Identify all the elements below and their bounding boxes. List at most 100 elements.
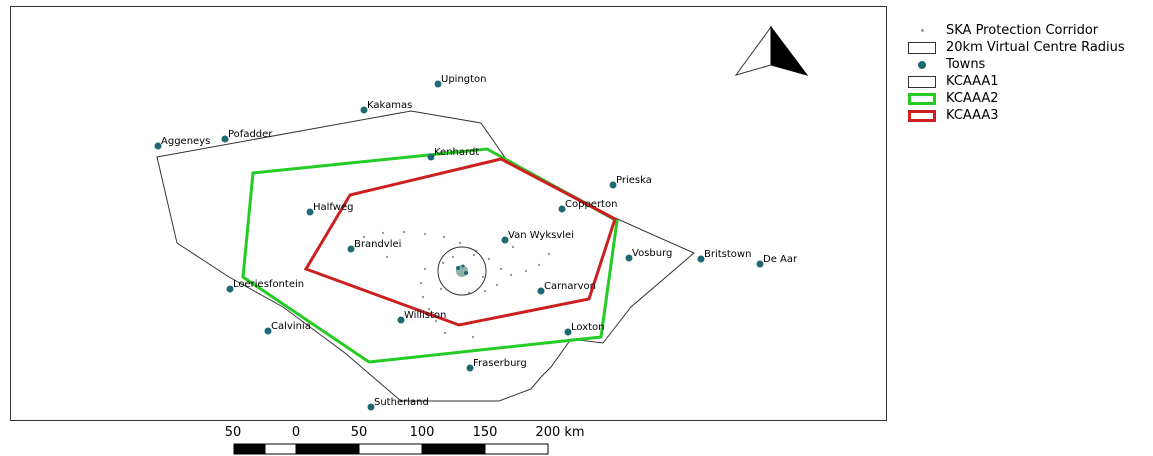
town-marker[interactable]: [756, 260, 764, 268]
map-canvas[interactable]: Upington Kakamas Aggeneys Pofadder Kenhardt P…: [11, 7, 888, 422]
legend-item-kcaaa2: KCAAA2: [905, 90, 1150, 107]
town-marker[interactable]: [466, 364, 474, 372]
scale-segment: [421, 443, 486, 455]
legend-item-virtual-centre-radius: 20km Virtual Centre Radius: [905, 39, 1150, 56]
town-marker[interactable]: [625, 254, 633, 262]
town-label: Loeriesfontein: [233, 279, 304, 290]
scale-segment: [264, 443, 297, 455]
corridor-dot: [472, 253, 476, 257]
corridor-dot: [443, 331, 447, 335]
legend-label: KCAAA2: [946, 91, 999, 106]
corridor-dot: [419, 281, 423, 285]
corridor-dot: [423, 232, 427, 236]
north-arrow-icon: [734, 25, 809, 76]
town-label: Halfweg: [313, 202, 353, 213]
town-label: Aggeneys: [161, 136, 210, 147]
town-marker[interactable]: [154, 142, 162, 150]
legend-swatch-radius: [905, 41, 939, 55]
corridor-dot: [471, 335, 475, 339]
town-label: Brandvlei: [354, 239, 401, 250]
corridor-dot: [434, 319, 438, 323]
town-marker[interactable]: [501, 236, 509, 244]
virtual-centre-core: [456, 264, 468, 277]
town-marker[interactable]: [347, 245, 355, 253]
legend-label: KCAAA1: [946, 74, 999, 89]
map-frame[interactable]: Upington Kakamas Aggeneys Pofadder Kenhardt P…: [10, 6, 887, 421]
town-label: Prieska: [616, 175, 652, 186]
scale-label: 150: [473, 425, 498, 440]
corridor-dot: [442, 235, 446, 239]
town-label: Copperton: [565, 199, 617, 210]
town-marker[interactable]: [367, 403, 375, 411]
towns-layer: Upington Kakamas Aggeneys Pofadder Kenhardt P…: [154, 74, 798, 411]
scale-label: 200 km: [535, 425, 584, 440]
legend-label: 20km Virtual Centre Radius: [946, 40, 1125, 55]
scale-label: 50: [225, 425, 242, 440]
town-label: Sutherland: [374, 397, 429, 408]
corridor-dot: [362, 235, 366, 239]
legend-swatch-kcaaa2: [905, 92, 939, 106]
corridor-dot: [381, 231, 385, 235]
town-label: Calvinia: [271, 321, 311, 332]
corridor-dot: [421, 295, 425, 299]
town-label: Upington: [441, 74, 487, 85]
corridor-dot: [509, 273, 513, 277]
town-marker[interactable]: [434, 80, 442, 88]
town-marker[interactable]: [427, 153, 435, 161]
legend-item-kcaaa3: KCAAA3: [905, 107, 1150, 124]
corridor-dot: [487, 257, 491, 261]
legend-label: KCAAA3: [946, 108, 999, 123]
town-marker[interactable]: [564, 328, 572, 336]
corridor-dot: [495, 283, 499, 287]
corridor-dot: [451, 255, 455, 259]
corridor-dot: [439, 287, 443, 291]
town-label: Van Wyksvlei: [508, 230, 574, 241]
town-label: Fraserburg: [473, 358, 527, 369]
corridor-dot: [511, 245, 515, 249]
scale-label: 0: [292, 425, 300, 440]
corridor-dot: [423, 267, 427, 271]
corridor-dot: [427, 307, 431, 311]
legend-item-kcaaa1: KCAAA1: [905, 73, 1150, 90]
legend: SKA Protection Corridor 20km Virtual Cen…: [905, 22, 1150, 124]
town-label: De Aar: [763, 254, 798, 265]
legend-swatch-corridor: [905, 24, 939, 38]
legend-swatch-kcaaa3: [905, 109, 939, 123]
town-marker[interactable]: [697, 255, 705, 263]
town-label: Carnarvon: [544, 281, 596, 292]
corridor-dot: [458, 241, 462, 245]
town-label: Vosburg: [632, 248, 672, 259]
kcaaa2-boundary: [241, 147, 619, 364]
town-label: Williston: [404, 310, 446, 321]
legend-label: Towns: [946, 57, 986, 72]
town-marker[interactable]: [264, 327, 272, 335]
corridor-dot: [499, 267, 503, 271]
virtual-centre-radius: [437, 246, 487, 296]
corridor-dot: [483, 289, 487, 293]
town-label: Kenhardt: [434, 147, 479, 158]
town-label: Pofadder: [228, 129, 273, 140]
town-marker[interactable]: [537, 287, 545, 295]
town-marker[interactable]: [397, 316, 405, 324]
scale-label: 50: [351, 425, 368, 440]
corridor-dot: [537, 263, 541, 267]
scale-segment: [233, 443, 266, 455]
ska-protection-corridor: [362, 230, 551, 339]
scale-label: 100: [410, 425, 435, 440]
corridor-dot: [402, 230, 406, 234]
town-marker[interactable]: [306, 208, 314, 216]
town-label: Britstown: [704, 249, 751, 260]
town-marker[interactable]: [558, 205, 566, 213]
town-label: Loxton: [571, 322, 605, 333]
legend-item-towns: Towns: [905, 56, 1150, 73]
legend-swatch-kcaaa1: [905, 75, 939, 89]
town-marker[interactable]: [609, 181, 617, 189]
town-marker[interactable]: [360, 106, 368, 114]
town-marker[interactable]: [221, 135, 229, 143]
legend-swatch-towns: [905, 58, 939, 72]
legend-label: SKA Protection Corridor: [946, 23, 1099, 38]
corridor-dot: [441, 261, 445, 265]
town-marker[interactable]: [226, 285, 234, 293]
corridor-dot: [481, 275, 485, 279]
kcaaa3-boundary: [303, 157, 617, 327]
